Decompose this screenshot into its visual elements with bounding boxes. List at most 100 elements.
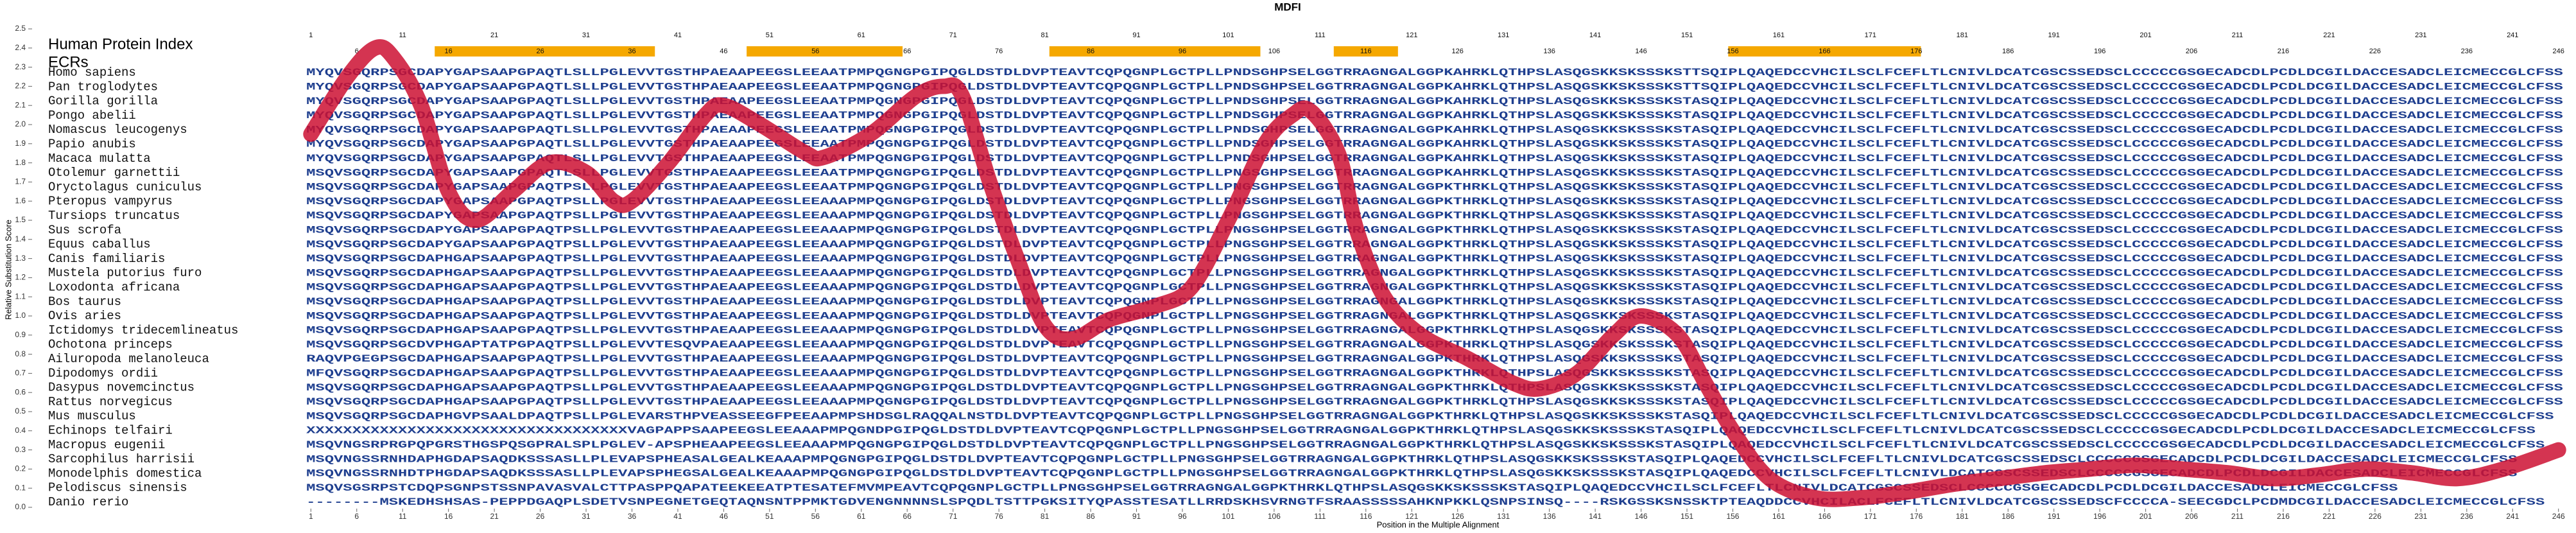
y-tick-label: 0.7 <box>15 369 26 378</box>
top-index-label: 71 <box>949 31 957 39</box>
species-name: Danio rerio <box>48 495 128 509</box>
top-index-label: 116 <box>1360 48 1372 55</box>
species-name: Oryctolagus cuniculus <box>48 180 202 194</box>
y-tick-label: 1.6 <box>15 196 26 205</box>
top-index-label: 31 <box>582 31 590 39</box>
x-tick-label: 101 <box>1222 512 1234 521</box>
sequence: MSQVSGQRPSGCDAPHGAPSAAPGPAQTPSLLPGLEVVTG… <box>306 396 2563 408</box>
x-tick-label: 106 <box>1268 512 1281 521</box>
x-tick-label: 146 <box>1635 512 1648 521</box>
sequence: MSQVNGSSRNHDAPHGDAPSAQDKSSSASLLPLEVAPSPH… <box>306 453 2518 465</box>
sequence: MSQVSGQRPSGCDAPHGAPSAAPGPAQTPSLLPGLEVVTG… <box>306 253 2563 265</box>
x-tick-label: 46 <box>720 512 729 521</box>
x-tick-label: 186 <box>2001 512 2014 521</box>
top-index-label: 211 <box>2232 31 2243 39</box>
species-name: Ictidomys tridecemlineatus <box>48 323 238 337</box>
species-name: Pan troglodytes <box>48 80 158 94</box>
species-name: Pelodiscus sinensis <box>48 481 187 495</box>
species-name: Papio anubis <box>48 137 136 152</box>
x-tick-label: 231 <box>2414 512 2427 521</box>
sequence: MYQVSGQRPSGCDAPYGAPSAAPGPAQTLSLLPGLEVVTG… <box>306 67 2563 78</box>
species-name: Gorilla gorilla <box>48 94 158 109</box>
top-index-label: 61 <box>858 31 865 39</box>
x-tick-label: 26 <box>536 512 545 521</box>
ecr-region <box>1049 46 1261 57</box>
x-tick-label: 226 <box>2369 512 2382 521</box>
top-index-label: 46 <box>720 48 727 55</box>
x-tick-label: 66 <box>903 512 912 521</box>
y-tick-label: 1.2 <box>15 273 26 282</box>
species-name: Ovis aries <box>48 309 121 323</box>
x-tick-label: 246 <box>2552 512 2565 521</box>
sequence: MYQVSGQRPSGCDAPYGAPSAAPGPAQTLSLLPGLEVVTG… <box>306 96 2563 107</box>
sequence: MYQVSGQRPSGCDAPYGAPSAAPGPAQTLSLLPGLEVVTG… <box>306 139 2563 150</box>
y-tick-label: 2.3 <box>15 62 26 71</box>
top-index-label: 176 <box>1910 48 1922 55</box>
top-index-label: 141 <box>1589 31 1601 39</box>
y-tick-label: 1.1 <box>15 292 26 301</box>
x-tick-label: 196 <box>2093 512 2106 521</box>
top-index-label: 131 <box>1498 31 1509 39</box>
x-tick-label: 206 <box>2185 512 2198 521</box>
x-tick-label: 86 <box>1086 512 1095 521</box>
top-index-label: 161 <box>1773 31 1785 39</box>
x-tick-label: 6 <box>354 512 359 521</box>
top-index-label: 36 <box>628 48 635 55</box>
sequence: MYQVSGQRPSGCDAPYGAPSAAPGPAQTLSLLPGLEVVTG… <box>306 110 2563 121</box>
ecr-region <box>1333 46 1398 57</box>
top-index-label: 181 <box>1957 31 1968 39</box>
top-index-label: 76 <box>995 48 1003 55</box>
top-index-label: 66 <box>903 48 911 55</box>
top-index-label: 6 <box>355 48 359 55</box>
species-name: Equus caballus <box>48 238 151 252</box>
y-tick-label: 1.8 <box>15 158 26 167</box>
species-name: Loxodonta africana <box>48 281 180 295</box>
sequence: MSQVSGSRPSTCDQPSGNPSTSSNPAVASVALCTTPASPP… <box>306 482 2398 494</box>
sequence: MSQVSGQRPSGCDAPYGAPSAAPGPAQTPSLLPGLEVVTG… <box>306 210 2563 222</box>
y-tick-label: 2.2 <box>15 82 26 91</box>
x-tick-label: 126 <box>1451 512 1464 521</box>
y-tick-label: 1.4 <box>15 234 26 243</box>
species-name: Rattus norvegicus <box>48 395 173 409</box>
x-tick-label: 36 <box>628 512 637 521</box>
sequence: MSQVSGQRPSGCDAPHGAPSAAPGPAQTPSLLPGLEVVTG… <box>306 382 2563 394</box>
top-index-label: 201 <box>2139 31 2151 39</box>
top-index-label: 51 <box>766 31 774 39</box>
top-index-label: 111 <box>1315 31 1326 39</box>
y-tick-label: 1.5 <box>15 215 26 224</box>
species-name: Ailuropoda melanoleuca <box>48 352 209 366</box>
sequence: MYQVSGQRPSGCDAPYGAPSAAPGPAQTLSLLPGLEVVTG… <box>306 82 2563 93</box>
x-tick-label: 61 <box>857 512 866 521</box>
top-index-label: 26 <box>536 48 544 55</box>
top-index-label: 136 <box>1543 48 1555 55</box>
ecr-region <box>747 46 903 57</box>
species-name: Sarcophilus harrisii <box>48 452 194 466</box>
top-index-label: 166 <box>1819 48 1830 55</box>
x-tick-label: 11 <box>399 512 407 521</box>
x-tick-label: 166 <box>1818 512 1831 521</box>
x-tick-label: 176 <box>1910 512 1923 521</box>
x-tick-label: 81 <box>1041 512 1050 521</box>
chart-title: MDFI <box>1274 1 1301 13</box>
y-tick-label: 1.7 <box>15 177 26 186</box>
x-tick-label: 216 <box>2277 512 2290 521</box>
species-name: Dipodomys ordii <box>48 366 158 380</box>
top-index-label: 21 <box>490 31 498 39</box>
top-index-label: 106 <box>1268 48 1280 55</box>
sequence: MSQVSGQRPSGCDAPYGAPSAAPGPAQTLSLLPGLEVVTG… <box>306 167 2563 179</box>
x-tick-label: 31 <box>582 512 591 521</box>
sequence: MSQVSGQRPSGCDAPHGAPSAAPGPAQTPSLLPGLEVVTG… <box>306 310 2563 322</box>
sequence: RAQVPGEGPSGCDAPHGAPSAAPGPAQTPSLLPGLEVVTG… <box>306 353 2563 365</box>
y-tick-label: 0.4 <box>15 426 26 435</box>
species-name: Macaca mulatta <box>48 152 151 166</box>
x-tick-label: 116 <box>1360 512 1372 521</box>
y-tick-label: 2.0 <box>15 119 26 128</box>
top-index-label: 11 <box>399 31 406 39</box>
y-tick-label: 0.3 <box>15 445 26 454</box>
ecr-region <box>1728 46 1921 57</box>
sequence: --------MSKEDHSHSAS-PEPPDGAQPLSDETVSNPEG… <box>306 496 2545 508</box>
y-tick-label: 0.6 <box>15 387 26 396</box>
x-tick-label: 141 <box>1589 512 1602 521</box>
sequence: MSQVSGQRPSGCDAPYGAPSAAPGPAQTPSLLPGLEVVTG… <box>306 225 2563 236</box>
top-index-label: 101 <box>1222 31 1234 39</box>
